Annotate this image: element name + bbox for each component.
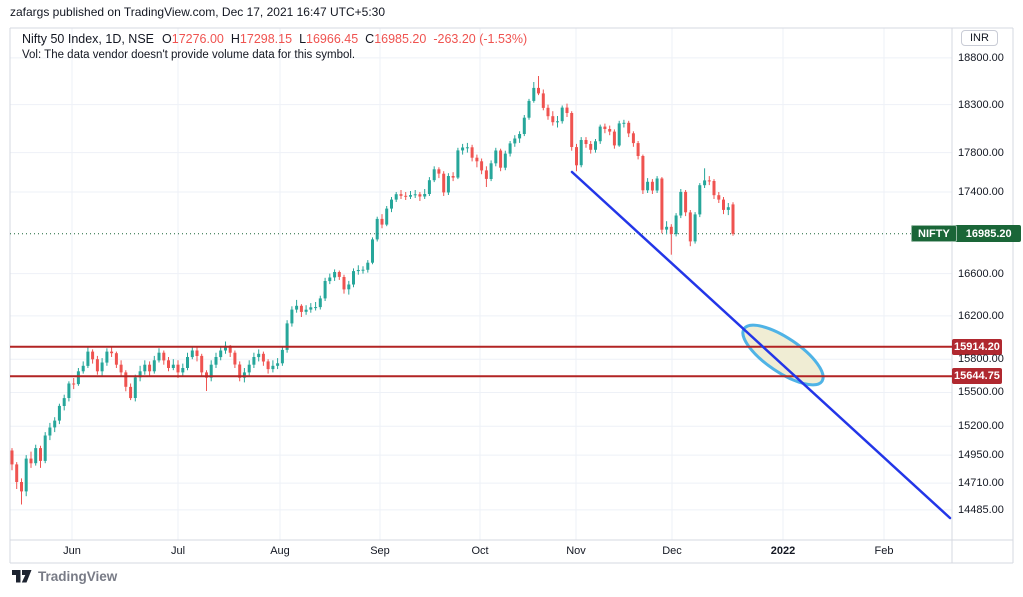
chart-frame bbox=[9, 27, 1014, 564]
ohlc-item: O17276.00 bbox=[162, 32, 224, 46]
ohlc-value: 17276.00 bbox=[171, 32, 224, 46]
ohlc-values: O17276.00 H17298.15 L16966.45 C16985.20 bbox=[162, 32, 433, 46]
legend: Nifty 50 Index, 1D, NSE O17276.00 H17298.1… bbox=[22, 32, 527, 61]
footer-brand-link[interactable]: TradingView bbox=[12, 569, 117, 584]
volume-note: Vol: The data vendor doesn't provide vol… bbox=[22, 49, 356, 61]
legend-row-main: Nifty 50 Index, 1D, NSE O17276.00 H17298.1… bbox=[22, 32, 527, 46]
ohlc-item: L16966.45 bbox=[299, 32, 358, 46]
ohlc-label: H bbox=[230, 32, 240, 46]
ohlc-label: C bbox=[365, 32, 375, 46]
tradingview-logo-text: TradingView bbox=[38, 569, 118, 584]
symbol-title[interactable]: Nifty 50 Index, 1D, NSE bbox=[22, 32, 155, 46]
ohlc-value: 16985.20 bbox=[374, 32, 427, 46]
ohlc-value: 16966.45 bbox=[306, 32, 359, 46]
ohlc-label: L bbox=[299, 32, 307, 46]
change-value: -263.20 (-1.53%) bbox=[433, 32, 528, 46]
ohlc-label: O bbox=[162, 32, 172, 46]
candlesticks-layer bbox=[10, 76, 735, 505]
tradingview-logo-icon bbox=[12, 570, 32, 583]
gridlines bbox=[10, 28, 952, 540]
ohlc-item: C16985.20 bbox=[365, 32, 426, 46]
ohlc-value: 17298.15 bbox=[239, 32, 293, 46]
publish-credit: zafargs published on TradingView.com, De… bbox=[10, 5, 386, 19]
downtrend-line[interactable] bbox=[570, 170, 952, 520]
ohlc-item: H17298.15 bbox=[231, 32, 292, 46]
